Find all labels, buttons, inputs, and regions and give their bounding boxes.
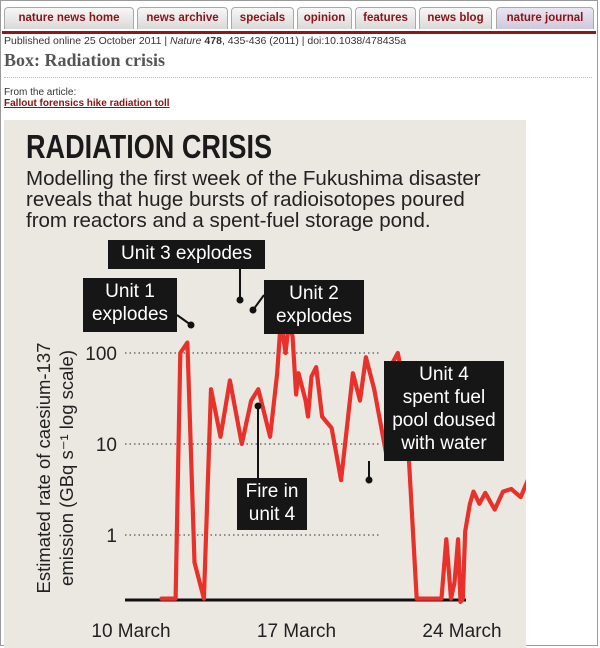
x-tick-label: 17 March bbox=[257, 621, 336, 642]
page-title: Box: Radiation crisis bbox=[4, 50, 166, 70]
pub-pages: , 435-436 (2011) | doi:10.1038/478435a bbox=[221, 35, 407, 47]
x-tick-label: 10 March bbox=[91, 621, 170, 642]
nav-tabs: nature news home news archive specials o… bbox=[2, 5, 596, 34]
callout-line: Fire in bbox=[245, 481, 299, 502]
y-tick-label: 10 bbox=[96, 435, 117, 456]
callout-line: unit 4 bbox=[248, 504, 296, 525]
callout-line: explodes bbox=[91, 304, 169, 325]
y-tick-label: 100 bbox=[85, 344, 117, 365]
tab-specials[interactable]: specials bbox=[231, 7, 294, 29]
callout-line: pool doused bbox=[392, 410, 496, 431]
callout-line: with water bbox=[401, 433, 487, 454]
callout-line: spent fuel bbox=[402, 387, 486, 408]
emission-series-line bbox=[159, 318, 526, 605]
tab-nature-news-home[interactable]: nature news home bbox=[4, 7, 134, 29]
description-line: Modelling the first week of the Fukushim… bbox=[26, 167, 481, 190]
callout-line: Unit 1 bbox=[105, 281, 155, 302]
divider bbox=[4, 77, 592, 78]
tab-nature-journal[interactable]: nature journal bbox=[496, 7, 594, 29]
description-line: from reactors and a spent-fuel storage p… bbox=[26, 209, 431, 232]
graphic-title: RADIATION CRISIS bbox=[26, 128, 273, 165]
callout-line: Unit 2 bbox=[289, 283, 339, 304]
emission-chart: 1 10 100 10 March 17 March 24 March Estimated … bbox=[33, 269, 526, 642]
callout-annotation: Unit 4 spent fuel pool doused with water bbox=[384, 361, 504, 461]
y-axis-label: Estimated rate of caesium-137 bbox=[33, 343, 54, 594]
callout-line: Unit 3 explodes bbox=[121, 243, 252, 264]
from-article-label: From the article: bbox=[4, 87, 77, 98]
callout-annotation: Fire in unit 4 bbox=[237, 478, 307, 530]
infographic: RADIATION CRISIS Modelling the first wee… bbox=[4, 120, 526, 648]
pub-prefix: Published online 25 October 2011 | bbox=[4, 35, 170, 47]
graphic-description: Modelling the first week of the Fukushim… bbox=[26, 168, 526, 231]
y-axis-label-units: emission (GBq s⁻¹ log scale) bbox=[56, 350, 77, 586]
callout-annotation: Unit 1 explodes bbox=[83, 278, 177, 332]
y-tick-label: 1 bbox=[106, 526, 117, 547]
pub-volume: 478 bbox=[204, 35, 222, 47]
tab-news-blog[interactable]: news blog bbox=[419, 7, 492, 29]
description-line: reveals that huge bursts of radioisotope… bbox=[26, 188, 465, 211]
tab-news-archive[interactable]: news archive bbox=[137, 7, 228, 29]
callout-line: explodes bbox=[275, 306, 353, 327]
publication-info: Published online 25 October 2011 | Natur… bbox=[4, 35, 406, 47]
x-tick-label: 24 March bbox=[422, 621, 501, 642]
callout-dot bbox=[249, 306, 257, 314]
tab-features[interactable]: features bbox=[355, 7, 416, 29]
callout-dot bbox=[187, 321, 195, 329]
callout-dot bbox=[254, 402, 262, 410]
article-link[interactable]: Fallout forensics hike radiation toll bbox=[4, 98, 170, 109]
callout-line: Unit 4 bbox=[419, 364, 469, 385]
tab-opinion[interactable]: opinion bbox=[297, 7, 352, 29]
callout-annotation: Unit 2 explodes bbox=[264, 280, 364, 334]
callout-annotation: Unit 3 explodes bbox=[108, 240, 265, 269]
pub-journal: Nature bbox=[169, 35, 202, 47]
callout-dot bbox=[365, 476, 373, 484]
callout-dot bbox=[236, 296, 244, 304]
